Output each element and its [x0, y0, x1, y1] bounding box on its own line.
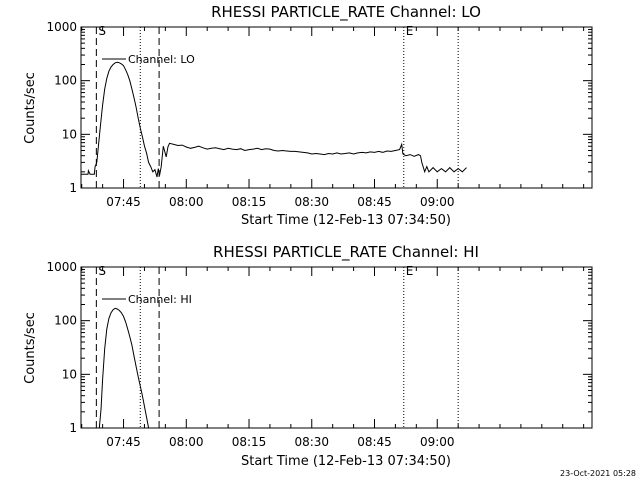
chart-panel-hi: RHESSI PARTICLE_RATE Channel: HI Counts/…	[23, 243, 593, 469]
x-axis-label: Start Time (12-Feb-13 07:34:50)	[241, 213, 451, 228]
legend-label: Channel: HI	[128, 293, 192, 306]
y-tick-label: 1000	[46, 20, 77, 34]
legend: Channel: LO	[102, 53, 195, 66]
y-tick-label: 1	[69, 421, 77, 435]
plot-frame	[80, 266, 593, 429]
x-tick-label: 08:15	[232, 195, 267, 209]
chart-panel-lo: RHESSI PARTICLE_RATE Channel: LO Counts/…	[23, 3, 593, 228]
x-tick-label: 07:45	[106, 435, 141, 449]
series-line	[98, 307, 150, 428]
y-tick-label: 100	[54, 74, 77, 88]
event-marker-label: E	[406, 264, 414, 278]
x-tick-label: 08:45	[357, 195, 392, 209]
y-tick-label: 10	[62, 367, 77, 381]
y-tick-label: 100	[54, 314, 77, 328]
y-tick-label: 1000	[46, 260, 77, 274]
panel-title: RHESSI PARTICLE_RATE Channel: LO	[211, 3, 481, 22]
x-tick-label: 08:45	[357, 435, 392, 449]
legend-label: Channel: LO	[128, 53, 195, 66]
event-marker-label: S	[98, 24, 106, 38]
timestamp: 23-Oct-2021 05:28	[560, 469, 636, 478]
y-tick-label: 10	[62, 127, 77, 141]
legend: Channel: HI	[102, 293, 192, 306]
x-tick-label: 08:00	[169, 435, 204, 449]
x-tick-label: 08:30	[294, 435, 329, 449]
x-tick-label: 08:30	[294, 195, 329, 209]
y-axis-label: Counts/sec	[23, 72, 38, 144]
event-marker-label: E	[406, 24, 414, 38]
panel-title: RHESSI PARTICLE_RATE Channel: HI	[213, 243, 479, 262]
x-tick-label: 08:15	[232, 435, 267, 449]
y-tick-label: 1	[69, 181, 77, 195]
x-tick-label: 07:45	[106, 195, 141, 209]
x-tick-label: 09:00	[420, 195, 455, 209]
event-marker-label: S	[98, 264, 106, 278]
x-tick-label: 08:00	[169, 195, 204, 209]
x-tick-label: 09:00	[420, 435, 455, 449]
y-axis-label: Counts/sec	[23, 312, 38, 384]
x-axis-label: Start Time (12-Feb-13 07:34:50)	[241, 454, 451, 469]
plot-frame	[80, 26, 593, 189]
series-line	[81, 61, 467, 178]
